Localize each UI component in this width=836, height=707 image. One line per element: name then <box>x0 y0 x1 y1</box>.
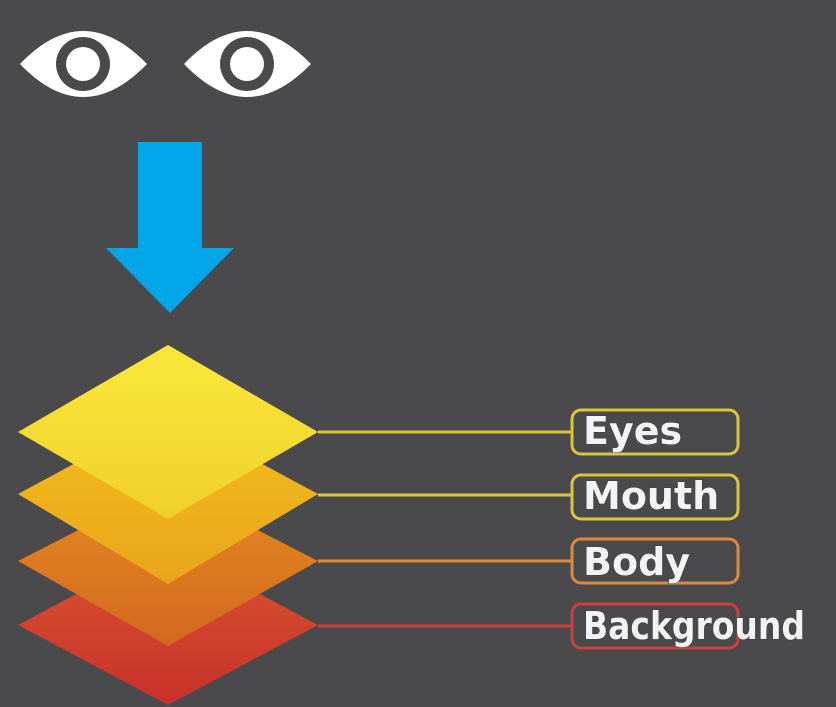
layer-background-label: Background <box>583 604 805 648</box>
left-eye-icon <box>20 31 147 97</box>
layer-mouth-label-box <box>570 473 740 521</box>
layer-eyes-diamond <box>18 345 318 519</box>
layer-mouth-label: Mouth <box>583 474 719 518</box>
layer-eyes-label: Eyes <box>583 409 682 453</box>
layer-background-label-box <box>570 602 740 650</box>
layer-body-label: Body <box>583 540 690 584</box>
layer-body-label-box <box>570 537 740 585</box>
right-eye-icon <box>184 31 311 97</box>
arrow-down-icon <box>106 142 234 313</box>
layer-eyes-label-box <box>570 408 740 456</box>
